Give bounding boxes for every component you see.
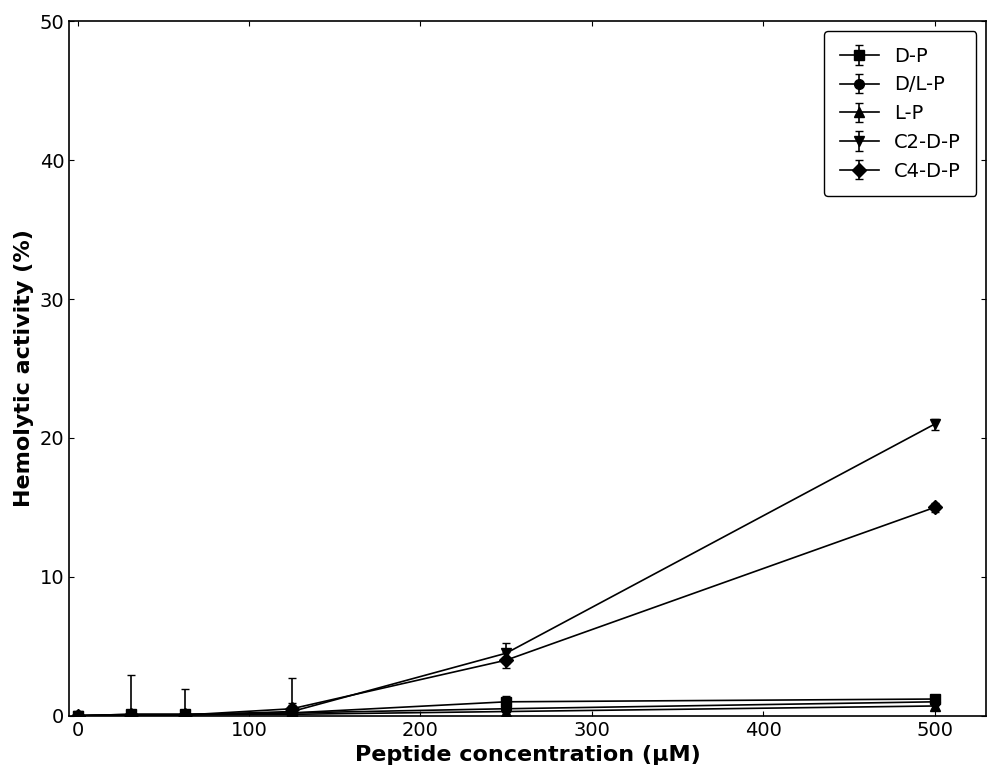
Legend: D-P, D/L-P, L-P, C2-D-P, C4-D-P: D-P, D/L-P, L-P, C2-D-P, C4-D-P: [824, 31, 976, 196]
X-axis label: Peptide concentration (μM): Peptide concentration (μM): [355, 745, 700, 765]
Y-axis label: Hemolytic activity (%): Hemolytic activity (%): [14, 230, 34, 507]
